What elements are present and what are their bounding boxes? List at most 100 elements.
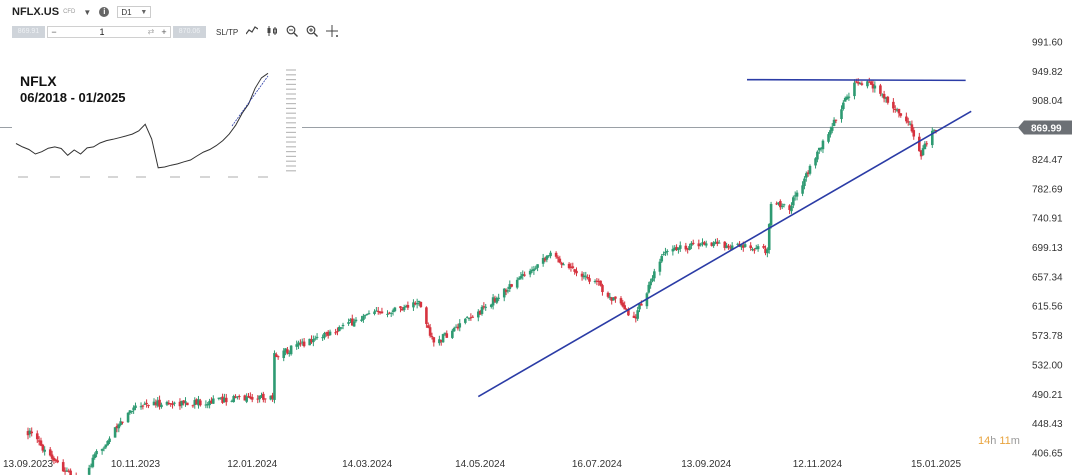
- candle-body: [334, 332, 337, 334]
- candle-body: [729, 247, 732, 249]
- candle-body: [297, 342, 300, 346]
- y-tick-label: 406.65: [1032, 449, 1063, 460]
- candle-body: [325, 332, 328, 334]
- x-tick-label: 10.11.2023: [111, 459, 161, 470]
- y-tick-label: 908.04: [1032, 96, 1063, 107]
- candle-body: [510, 284, 513, 287]
- candle-body: [438, 339, 441, 344]
- quantity-input[interactable]: 1: [99, 27, 105, 37]
- sltp-button[interactable]: SL/TP: [216, 27, 239, 37]
- candle-body: [426, 325, 430, 328]
- inset-y-axis: [286, 69, 296, 172]
- timeframe-select[interactable]: D1 ▼: [117, 6, 152, 18]
- candle-body: [302, 341, 306, 347]
- inset-title: NFLX: [20, 73, 57, 89]
- candle-body: [275, 354, 278, 357]
- zoom-out-icon[interactable]: [286, 25, 299, 40]
- candle-body: [256, 398, 260, 400]
- candle-body: [399, 306, 402, 309]
- candle-body: [640, 303, 643, 306]
- minus-icon[interactable]: −: [51, 27, 57, 37]
- buy-price-button[interactable]: 870.06: [173, 26, 206, 38]
- candlestick-icon[interactable]: [266, 25, 278, 39]
- candle-body: [880, 94, 884, 96]
- candle-body: [528, 270, 532, 275]
- candle-body: [775, 203, 778, 205]
- candle-body: [569, 266, 573, 268]
- candle-body: [534, 267, 538, 269]
- candle-body: [743, 244, 747, 248]
- candle-body: [671, 248, 675, 252]
- candle-body: [56, 460, 59, 463]
- chevron-down-icon[interactable]: ▼: [83, 7, 92, 17]
- timer-hours-unit: h: [990, 435, 996, 447]
- candle-body: [147, 405, 150, 407]
- candle-body: [753, 249, 756, 251]
- zoom-in-icon[interactable]: [306, 25, 319, 40]
- candle-body: [558, 258, 562, 263]
- candle-body: [532, 269, 536, 271]
- current-price-label: 869.99: [1031, 123, 1062, 134]
- line-chart-icon[interactable]: [245, 25, 259, 39]
- candle-body: [819, 148, 823, 150]
- swap-icon[interactable]: ⇄: [147, 27, 155, 36]
- candle-body: [497, 297, 500, 299]
- candle-body: [425, 307, 428, 324]
- candle-body: [276, 356, 280, 358]
- candle-body: [612, 297, 615, 301]
- candle-body: [221, 396, 224, 403]
- candle-body: [814, 158, 817, 166]
- candle-body: [627, 309, 630, 316]
- candle-body: [489, 304, 493, 307]
- candle-body: [402, 306, 406, 311]
- symbol-name[interactable]: NFLX.US: [12, 6, 60, 18]
- candle-body: [428, 327, 432, 336]
- candle-body: [336, 331, 339, 333]
- candle-body: [749, 245, 752, 249]
- candle-body: [575, 270, 578, 274]
- candle-body: [452, 327, 456, 332]
- sell-price-button[interactable]: 869.91: [12, 26, 45, 38]
- candle-body: [156, 400, 160, 406]
- plus-icon[interactable]: +: [161, 27, 167, 37]
- candle-body: [121, 421, 124, 423]
- candle-body: [91, 457, 95, 467]
- candle-body: [860, 83, 864, 85]
- candle-body: [541, 257, 545, 264]
- candle-body: [365, 313, 369, 315]
- crosshair-icon[interactable]: [326, 24, 339, 40]
- candle-body: [675, 246, 678, 251]
- candle-body: [843, 97, 847, 102]
- candle-body: [586, 276, 589, 279]
- candle-body: [842, 102, 845, 109]
- candle-body: [308, 338, 311, 346]
- candle-body: [441, 334, 445, 343]
- candle-body: [95, 451, 98, 455]
- candle-body: [686, 248, 689, 250]
- candle-body: [230, 400, 234, 402]
- candle-body: [143, 403, 147, 405]
- candle-body: [547, 255, 551, 257]
- candle-body: [606, 292, 610, 297]
- candle-body: [845, 96, 849, 100]
- candle-body: [104, 444, 108, 448]
- info-icon[interactable]: i: [99, 7, 110, 17]
- candle-body: [223, 397, 226, 403]
- candle-body: [432, 337, 436, 343]
- candle-body: [28, 430, 32, 435]
- candle-body: [237, 396, 241, 398]
- quantity-stepper[interactable]: − 1 ⇄ +: [47, 26, 171, 38]
- candle-body: [869, 81, 873, 85]
- candle-body: [699, 244, 702, 246]
- candle-body: [899, 113, 903, 116]
- candle-body: [806, 172, 810, 174]
- resistance-trendline[interactable]: [746, 78, 966, 82]
- x-tick-label: 13.09.2024: [681, 459, 731, 470]
- candle-body: [393, 307, 397, 312]
- candle-body: [769, 203, 773, 226]
- candle-body: [834, 119, 838, 121]
- candle-body: [897, 108, 901, 114]
- support-trendline[interactable]: [477, 110, 972, 398]
- candle-body: [37, 440, 41, 442]
